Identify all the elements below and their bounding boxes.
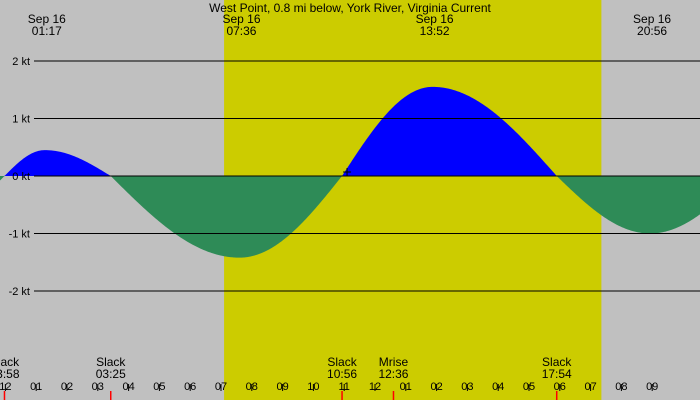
slack-time-label: 23:58 — [0, 367, 20, 381]
extreme-date-label: Sep 16 — [416, 12, 454, 26]
current-area-layer — [0, 86, 700, 258]
flood-current-area — [0, 86, 700, 176]
slack-label: Slack — [96, 355, 126, 369]
x-tick-label: 02 — [430, 381, 442, 393]
x-tick-label: 09 — [276, 381, 288, 393]
chart-title: West Point, 0.8 mi below, York River, Vi… — [209, 1, 491, 15]
x-tick-label: 03 — [461, 381, 473, 393]
x-tick-label: 02 — [61, 381, 73, 393]
y-tick-label: 1 kt — [12, 114, 30, 126]
extreme-date-label: Sep 16 — [28, 12, 66, 26]
x-tick-label: 10 — [307, 381, 319, 393]
x-tick-label: 11 — [338, 381, 349, 393]
x-tick-label: 12 — [369, 381, 381, 393]
x-tick-label: 03 — [92, 381, 104, 393]
extreme-date-label: Sep 16 — [222, 12, 260, 26]
y-tick-label: 0 kt — [12, 171, 30, 183]
x-tick-label: 09 — [646, 381, 658, 393]
y-tick-label: -2 kt — [9, 286, 30, 298]
event-label: Mrise — [379, 355, 409, 369]
x-tick-label: 01 — [30, 381, 42, 393]
y-tick-label: 2 kt — [12, 56, 30, 68]
event-time-label: 12:36 — [378, 367, 408, 381]
extreme-time-label: 07:36 — [226, 24, 256, 38]
x-tick-label: 04 — [122, 381, 134, 393]
slack-label: Slack — [542, 355, 572, 369]
slack-label: Slack — [0, 355, 20, 369]
grid-layer — [3, 60, 700, 400]
extreme-time-label: 01:17 — [32, 24, 62, 38]
x-tick-label: 07 — [215, 381, 227, 393]
slack-label: Slack — [327, 355, 357, 369]
slack-time-label: 10:56 — [327, 367, 357, 381]
ebb-current-area — [0, 176, 700, 258]
x-tick-label: 05 — [153, 381, 165, 393]
label-layer: 2 kt 1 kt 0 kt -1 kt -2 kt 11 12 01 02 03 04 05 06 07… — [0, 12, 671, 393]
extreme-time-label: 20:56 — [637, 24, 667, 38]
x-tick-label: 01 — [400, 381, 412, 393]
y-tick-label: -1 kt — [9, 229, 30, 241]
slack-time-label: 17:54 — [542, 367, 572, 381]
x-tick-label: 06 — [554, 381, 566, 393]
slack-time-label: 03:25 — [96, 367, 126, 381]
x-tick-label: 04 — [492, 381, 504, 393]
extreme-time-label: 13:52 — [420, 24, 450, 38]
x-tick-label: 07 — [584, 381, 596, 393]
x-tick-label: 08 — [615, 381, 627, 393]
x-tick-label: 08 — [246, 381, 258, 393]
x-tick-label: 05 — [523, 381, 535, 393]
extreme-date-label: Sep 16 — [633, 12, 671, 26]
x-tick-label: 12 — [0, 381, 12, 393]
x-tick-label: 06 — [184, 381, 196, 393]
